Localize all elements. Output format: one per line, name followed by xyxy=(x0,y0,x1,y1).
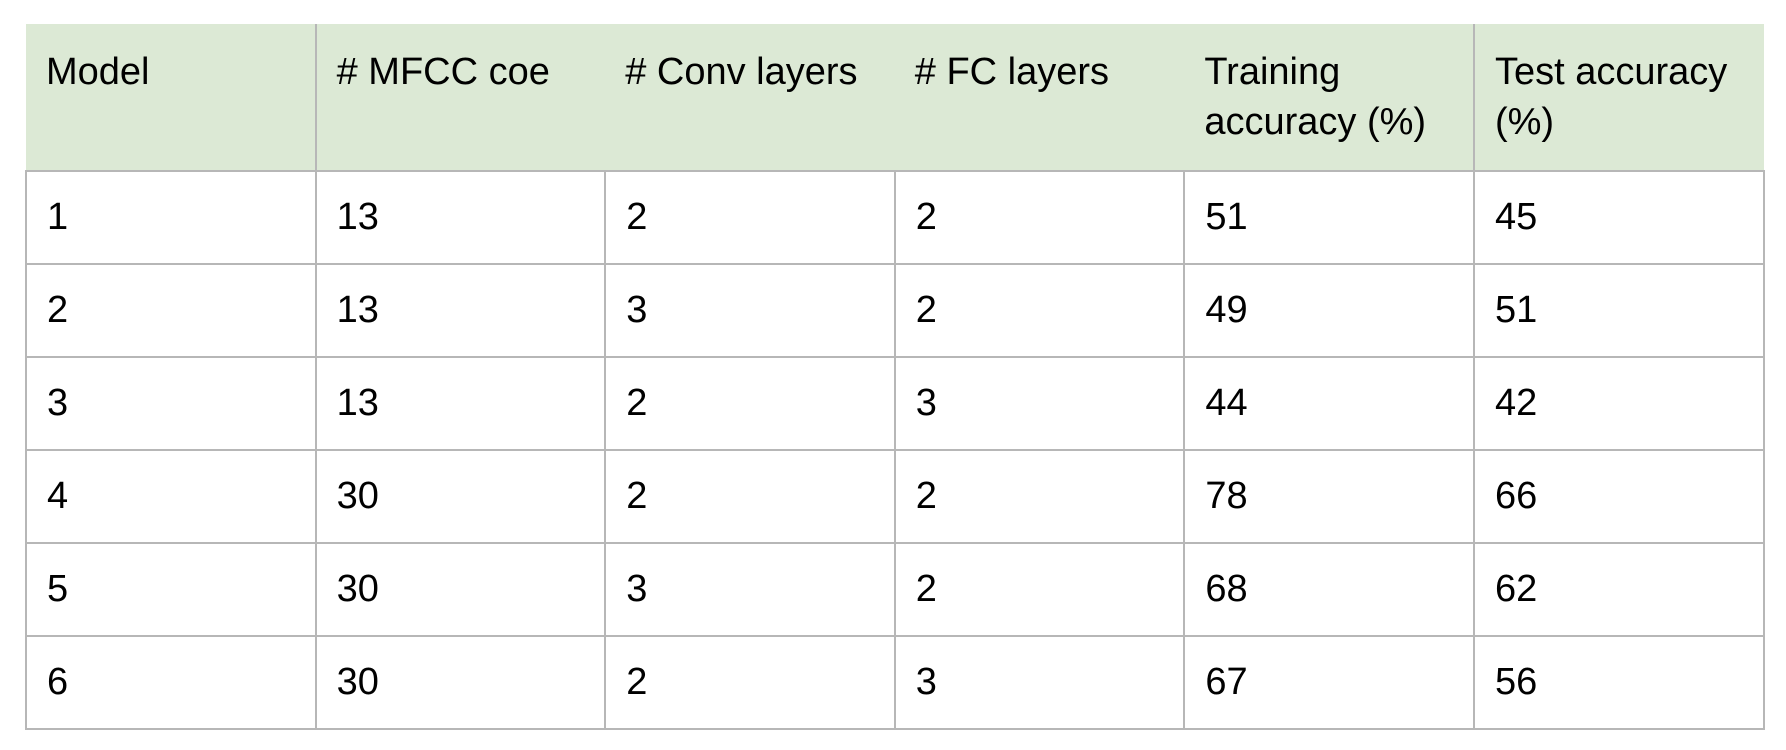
header-conv-layers: # Conv layers xyxy=(605,24,895,172)
cell-conv: 2 xyxy=(604,356,896,451)
cell-fc: 2 xyxy=(893,449,1186,544)
cell-fc: 3 xyxy=(893,356,1186,451)
table-row: 5 30 3 2 68 62 xyxy=(25,542,1765,637)
table-row: 6 30 2 3 67 56 xyxy=(25,635,1765,730)
cell-mfcc: 30 xyxy=(314,449,607,544)
cell-training-accuracy: 67 xyxy=(1183,635,1475,730)
cell-conv: 2 xyxy=(604,635,896,730)
header-mfcc-coefficients: # MFCC coe xyxy=(315,24,606,172)
table-row: 3 13 2 3 44 42 xyxy=(25,356,1765,451)
table-row: 1 13 2 2 51 45 xyxy=(25,170,1765,265)
cell-training-accuracy: 78 xyxy=(1183,449,1475,544)
cell-model: 6 xyxy=(25,635,317,730)
table-row: 4 30 2 2 78 66 xyxy=(25,449,1765,544)
cell-mfcc: 13 xyxy=(314,170,607,265)
results-table-container: Model # MFCC coe # Conv layers # FC laye… xyxy=(25,24,1765,730)
cell-test-accuracy: 66 xyxy=(1472,449,1765,544)
header-test-accuracy: Test accuracy (%) xyxy=(1472,24,1764,172)
cell-test-accuracy: 62 xyxy=(1472,542,1765,637)
header-row: Model # MFCC coe # Conv layers # FC laye… xyxy=(26,24,1764,172)
table-row: 2 13 3 2 49 51 xyxy=(25,263,1765,358)
header-fc-layers: # FC layers xyxy=(894,24,1185,172)
cell-conv: 3 xyxy=(604,542,896,637)
cell-mfcc: 30 xyxy=(314,635,607,730)
cell-fc: 2 xyxy=(893,263,1186,358)
cell-test-accuracy: 45 xyxy=(1472,170,1765,265)
cell-fc: 2 xyxy=(893,542,1186,637)
table-header: Model # MFCC coe # Conv layers # FC laye… xyxy=(26,24,1764,172)
cell-model: 1 xyxy=(25,170,317,265)
cell-fc: 3 xyxy=(893,635,1186,730)
cell-fc: 2 xyxy=(893,170,1186,265)
cell-mfcc: 30 xyxy=(314,542,607,637)
cell-conv: 2 xyxy=(604,170,896,265)
cell-training-accuracy: 49 xyxy=(1183,263,1475,358)
cell-test-accuracy: 56 xyxy=(1472,635,1765,730)
cell-mfcc: 13 xyxy=(314,263,607,358)
cell-mfcc: 13 xyxy=(314,356,607,451)
table-body: 1 13 2 2 51 45 2 13 3 2 49 51 3 13 2 3 4… xyxy=(25,170,1765,730)
header-model: Model xyxy=(26,24,317,172)
cell-conv: 2 xyxy=(604,449,896,544)
results-table: Model # MFCC coe # Conv layers # FC laye… xyxy=(25,24,1765,730)
cell-test-accuracy: 42 xyxy=(1472,356,1765,451)
cell-model: 3 xyxy=(25,356,317,451)
cell-model: 2 xyxy=(25,263,317,358)
cell-training-accuracy: 51 xyxy=(1183,170,1475,265)
cell-model: 4 xyxy=(25,449,317,544)
cell-conv: 3 xyxy=(604,263,896,358)
cell-training-accuracy: 44 xyxy=(1183,356,1475,451)
cell-test-accuracy: 51 xyxy=(1472,263,1765,358)
header-training-accuracy: Training accuracy (%) xyxy=(1184,24,1474,172)
cell-model: 5 xyxy=(25,542,317,637)
cell-training-accuracy: 68 xyxy=(1183,542,1475,637)
